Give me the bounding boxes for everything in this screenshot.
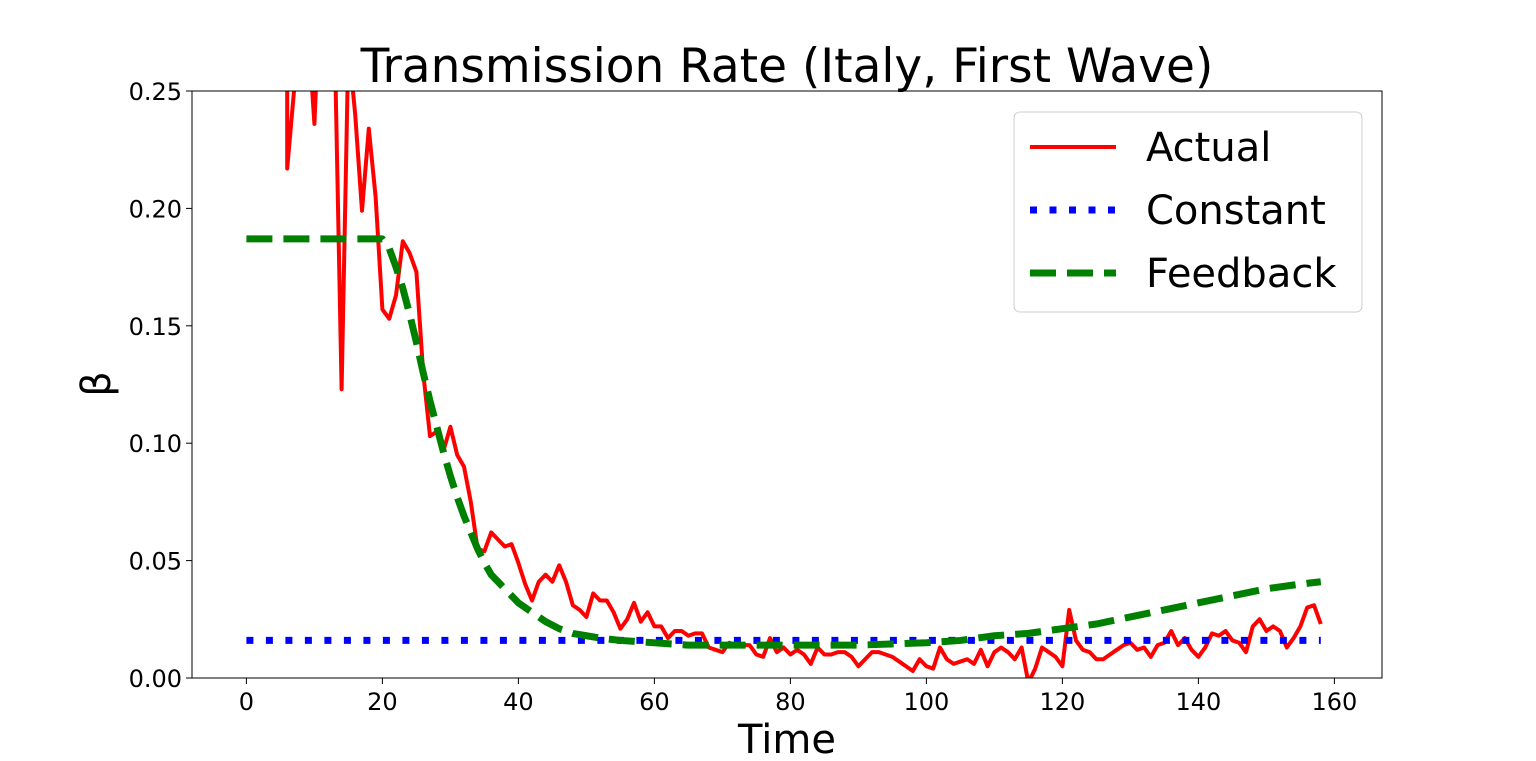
y-axis: 0.00 0.05 0.10 0.15 0.20 0.25 [129, 78, 192, 693]
y-tick-label: 0.00 [129, 665, 182, 693]
series-layer [246, 91, 1323, 678]
legend-box [1013, 111, 1363, 313]
y-tick-label: 0.15 [129, 313, 182, 341]
x-tick-label: 0 [239, 688, 254, 716]
y-axis-title: β [74, 371, 120, 397]
x-tick-label: 120 [1039, 688, 1085, 716]
legend-label-constant: Constant [1146, 188, 1326, 234]
y-tick-label: 0.10 [129, 430, 182, 458]
x-tick-label: 100 [903, 688, 949, 716]
legend: Actual Constant Feedback [1013, 111, 1363, 313]
y-tick-label: 0.20 [129, 195, 182, 223]
x-tick-label: 40 [503, 688, 534, 716]
series-line-actual [285, 91, 1323, 678]
x-tick-label: 80 [775, 688, 806, 716]
y-tick-label: 0.25 [129, 78, 182, 106]
plot-frame [191, 90, 1383, 679]
x-tick-label: 60 [639, 688, 670, 716]
x-axis-title: Time [737, 717, 836, 761]
series-line-feedback [246, 235, 1322, 649]
x-tick-label: 160 [1311, 688, 1357, 716]
legend-label-actual: Actual [1146, 125, 1271, 171]
x-tick-label: 140 [1175, 688, 1221, 716]
y-tick-label: 0.05 [129, 548, 182, 576]
chart-title: Transmission Rate (Italy, First Wave) [360, 39, 1214, 94]
x-axis: 0 20 40 60 80 100 120 140 160 [239, 678, 1357, 716]
legend-label-feedback: Feedback [1146, 251, 1337, 297]
x-tick-label: 20 [367, 688, 398, 716]
